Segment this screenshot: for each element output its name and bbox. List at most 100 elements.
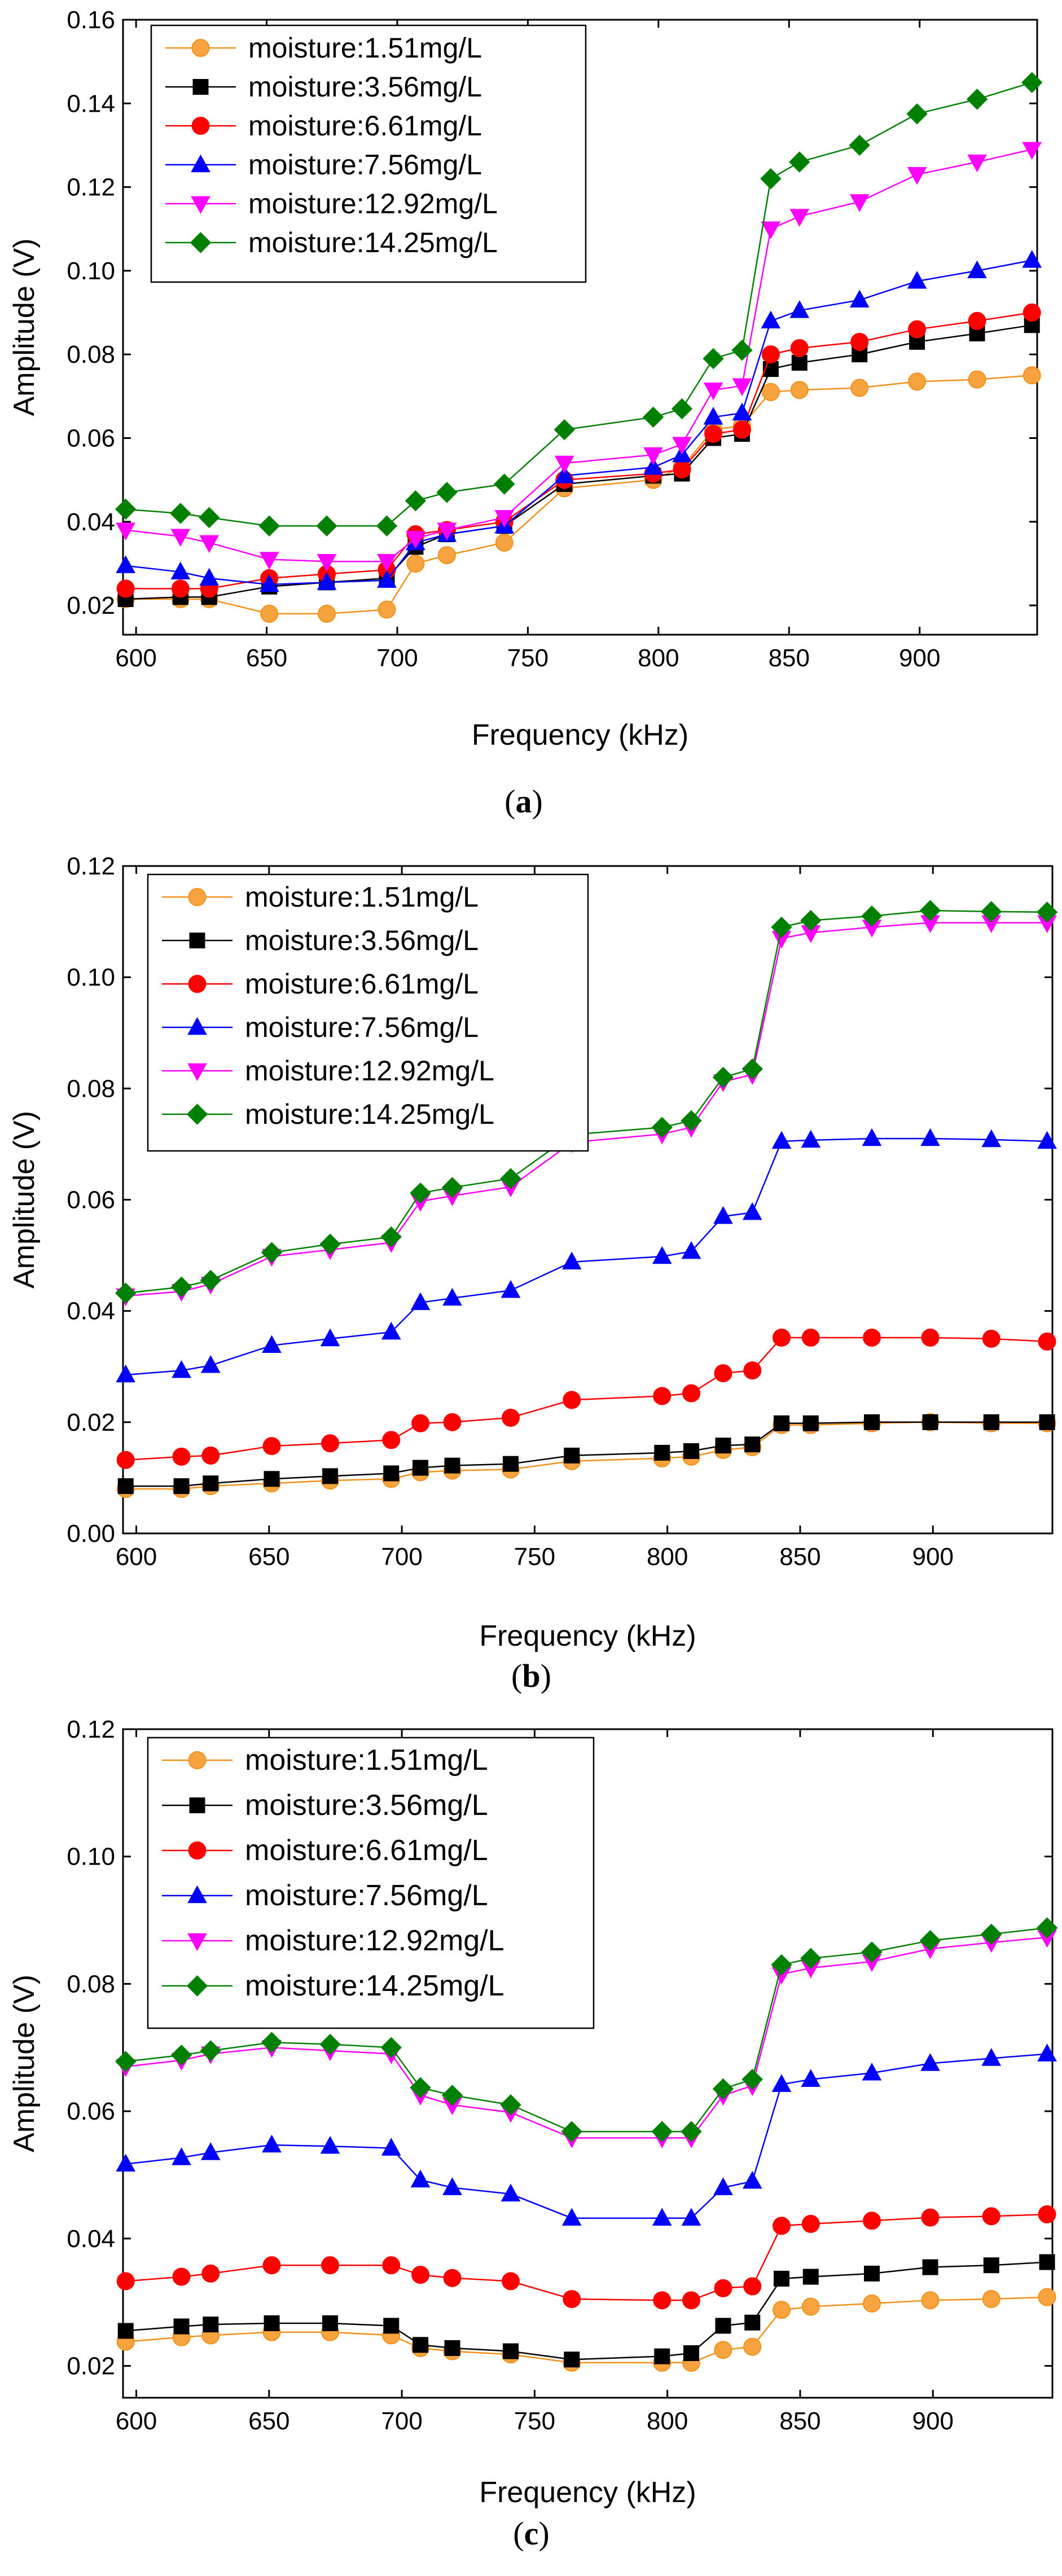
data-point — [443, 2269, 462, 2287]
data-point — [259, 574, 279, 592]
data-point — [1021, 72, 1043, 93]
series-line — [125, 2261, 1047, 2360]
data-point — [410, 2169, 431, 2188]
series-2 — [116, 304, 1041, 598]
plot-area: 600 650 700 750 800 850 900 0.02 0.04 0.06 0.08 0.1… — [67, 1716, 1058, 2435]
data-point — [436, 482, 458, 503]
data-point — [773, 2217, 791, 2235]
figure-caption: (a) — [504, 783, 543, 820]
data-point — [908, 372, 927, 391]
data-point — [919, 900, 941, 921]
data-point — [800, 909, 822, 931]
data-point — [921, 2208, 940, 2227]
y-tick-label: 0.06 — [67, 1186, 115, 1214]
caption-letter: a — [516, 783, 532, 820]
legend-label: moisture:3.56mg/L — [245, 925, 479, 956]
data-point — [967, 260, 987, 279]
x-axis-label: Frequency (kHz) — [479, 2476, 696, 2509]
data-point — [713, 1206, 733, 1224]
data-point — [495, 533, 514, 552]
data-point — [651, 2121, 673, 2142]
data-point — [115, 2051, 137, 2072]
data-point — [380, 2037, 402, 2058]
y-tick-label: 0.06 — [67, 2098, 115, 2125]
x-tick-label: 650 — [248, 2407, 289, 2435]
data-point — [170, 561, 191, 580]
legend-label: moisture:7.56mg/L — [245, 1879, 488, 1912]
legend-marker — [187, 1885, 207, 1904]
data-point — [919, 1929, 941, 1951]
data-point — [500, 1168, 521, 1189]
legend-box — [147, 1737, 595, 2029]
legend-marker — [188, 975, 207, 993]
x-tick-label: 750 — [514, 2407, 555, 2435]
data-point — [381, 1321, 401, 1340]
data-point — [116, 1450, 135, 1469]
data-point — [377, 570, 397, 588]
data-point — [643, 447, 663, 465]
y-tick-label: 0.10 — [67, 1843, 115, 1871]
data-point — [714, 1364, 732, 1383]
data-point — [741, 2069, 763, 2090]
series-line — [125, 2213, 1047, 2301]
data-point — [653, 1387, 672, 1405]
legend-marker — [191, 196, 210, 214]
caption-letter: b — [522, 1658, 540, 1694]
data-point — [170, 1276, 192, 1298]
legend-label: moisture:12.92mg/L — [245, 1055, 494, 1087]
data-point — [773, 1328, 791, 1347]
x-tick-label: 750 — [507, 644, 548, 672]
series-line — [125, 1137, 1047, 1376]
legend-label: moisture:12.92mg/L — [245, 1924, 504, 1957]
data-point — [743, 1361, 762, 1380]
legend-marker — [189, 933, 205, 948]
x-tick-label: 600 — [115, 644, 156, 672]
data-point — [1038, 2205, 1056, 2223]
data-point — [203, 2316, 219, 2333]
data-point — [501, 1280, 521, 1298]
data-point — [801, 2069, 821, 2087]
data-point — [703, 348, 724, 370]
data-point — [200, 2142, 221, 2160]
data-point — [921, 1328, 940, 1347]
data-point — [744, 2314, 761, 2331]
data-point — [405, 490, 427, 512]
figure-caption: (b) — [511, 1658, 551, 1694]
data-point — [682, 2291, 701, 2310]
data-point — [864, 1414, 880, 1430]
legend-marker — [186, 1104, 208, 1125]
series-line — [125, 1421, 1047, 1487]
data-point — [116, 2272, 135, 2291]
data-point — [381, 2138, 401, 2156]
data-point — [494, 510, 515, 528]
data-point — [171, 579, 190, 598]
data-point — [773, 2301, 791, 2319]
caption-letter: c — [524, 2515, 539, 2552]
data-point — [382, 2256, 401, 2275]
data-point — [983, 2257, 999, 2274]
data-point — [316, 515, 337, 537]
data-point — [441, 1177, 463, 1198]
data-point — [652, 1246, 672, 1264]
y-tick-label: 0.02 — [67, 1409, 115, 1436]
data-point — [703, 382, 723, 401]
data-point — [115, 1282, 137, 1304]
data-point — [170, 503, 191, 524]
data-point — [258, 515, 280, 537]
data-point — [564, 2351, 580, 2368]
data-point — [789, 209, 810, 227]
data-point — [967, 154, 987, 173]
series-4 — [116, 142, 1042, 572]
data-point — [801, 1129, 821, 1148]
data-point — [554, 465, 574, 483]
data-point — [319, 2033, 341, 2055]
data-point — [264, 2315, 280, 2331]
data-point — [704, 425, 723, 443]
x-tick-label: 850 — [769, 644, 810, 672]
x-tick-label: 800 — [647, 1543, 688, 1571]
data-point — [117, 2323, 134, 2339]
legend-marker — [192, 79, 209, 95]
x-axis-label: Frequency (kHz) — [479, 1620, 696, 1652]
legend: moisture:1.51mg/L moisture:3.56mg/L moistu… — [147, 1737, 595, 2029]
